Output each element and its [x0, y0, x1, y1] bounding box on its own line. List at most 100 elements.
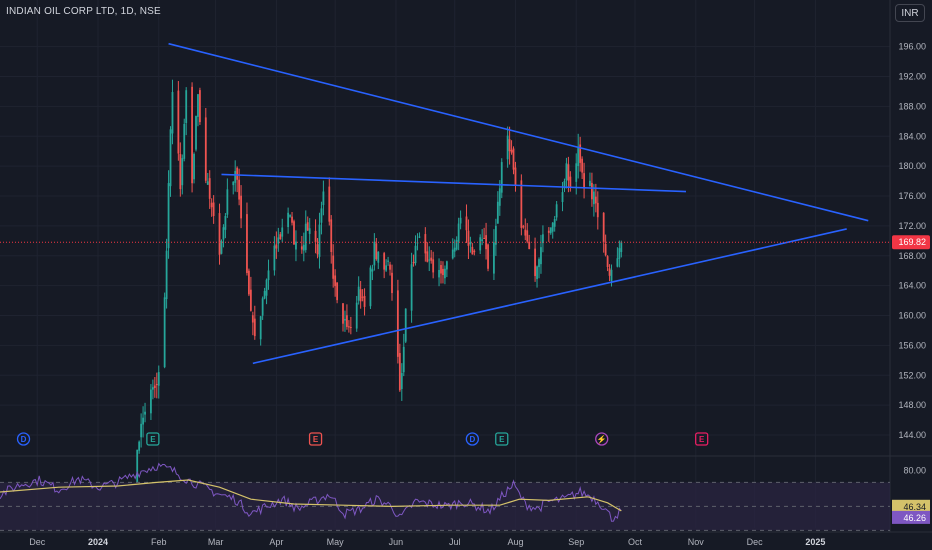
candle-body [404, 308, 407, 342]
candle [193, 152, 195, 184]
currency-button[interactable]: INR [895, 4, 925, 22]
candle [471, 243, 474, 255]
candle-body [163, 297, 166, 368]
candle [304, 210, 307, 253]
candle-body [377, 251, 380, 263]
candle-body [412, 261, 415, 264]
candle-body [604, 243, 607, 256]
candle [232, 181, 235, 195]
candle-body [467, 230, 470, 246]
candle [442, 261, 444, 284]
candle [238, 168, 241, 206]
candle [534, 237, 536, 282]
candle-body [389, 264, 391, 270]
candle-body [320, 208, 323, 223]
candle [334, 269, 337, 297]
candle [320, 201, 323, 235]
candle [236, 166, 239, 193]
candle-body [302, 244, 305, 251]
candle [385, 259, 388, 272]
candle-body [540, 247, 542, 265]
candle [150, 384, 152, 420]
candle-body [349, 327, 352, 329]
candle-body [432, 259, 435, 273]
candle [551, 222, 554, 239]
candle-body [251, 315, 254, 323]
x-tick-label: Feb [151, 537, 167, 547]
candle [349, 316, 352, 335]
candle [602, 212, 605, 253]
candle-body [240, 195, 242, 219]
candle-body [316, 244, 319, 255]
candle-body [567, 164, 570, 181]
candle [620, 240, 623, 258]
candle-body [218, 213, 221, 255]
candle [355, 295, 358, 332]
candle-body [514, 167, 517, 186]
x-tick-label: Sep [568, 537, 584, 547]
candle [363, 288, 366, 316]
x-tick-label: May [327, 537, 345, 547]
candle-body [234, 170, 237, 183]
candle [287, 207, 290, 234]
candle [153, 376, 156, 398]
candle [300, 236, 303, 254]
candle [438, 258, 440, 287]
candle [291, 212, 293, 226]
candle [404, 308, 407, 344]
candle [248, 268, 250, 297]
candle-body [569, 176, 572, 187]
candle-body [222, 227, 225, 240]
candle [328, 177, 331, 226]
event-badge-d: D [16, 432, 31, 446]
candle [606, 255, 609, 272]
candle [263, 287, 266, 300]
y-tick-label: 188.00 [898, 101, 926, 111]
event-badge-e: E [146, 432, 160, 446]
candle-body [483, 237, 486, 239]
candle-body [616, 258, 619, 267]
candle-body [512, 148, 515, 170]
candle-body [138, 441, 141, 451]
candle-body [391, 272, 393, 294]
candle-body [259, 316, 262, 340]
candle [389, 261, 391, 276]
candle [487, 243, 489, 272]
candle-body [291, 216, 293, 223]
candle [377, 251, 380, 270]
event-badge-e: E [308, 432, 323, 446]
candle-body [445, 261, 448, 270]
candle [185, 87, 188, 136]
candle-body [150, 389, 152, 414]
candle-body [424, 234, 427, 254]
x-tick-label: Mar [208, 537, 224, 547]
candle-body [369, 267, 372, 307]
candle-body [179, 154, 182, 190]
candle-body [293, 221, 295, 245]
candle [391, 264, 393, 301]
candle [212, 195, 215, 224]
candle-body [522, 226, 525, 228]
candle [591, 172, 593, 207]
candle-body [430, 257, 433, 261]
candle-body [212, 202, 215, 216]
candle [412, 254, 415, 267]
candle-body [300, 246, 303, 250]
x-tick-label: Nov [688, 537, 705, 547]
candle-body [185, 90, 188, 124]
candle-body [414, 245, 417, 264]
candle-body [524, 229, 527, 236]
candle [265, 278, 268, 305]
candle-body [355, 302, 358, 329]
rsi-ma-line [0, 479, 622, 512]
candle [371, 264, 374, 281]
candle [220, 239, 223, 255]
candle [538, 257, 540, 279]
candle-body [197, 94, 199, 117]
y-tick-label: 152.00 [898, 370, 926, 380]
candle-body [248, 270, 250, 295]
x-tick-label: Dec [29, 537, 46, 547]
candle-body [287, 212, 290, 228]
candle [197, 93, 199, 127]
